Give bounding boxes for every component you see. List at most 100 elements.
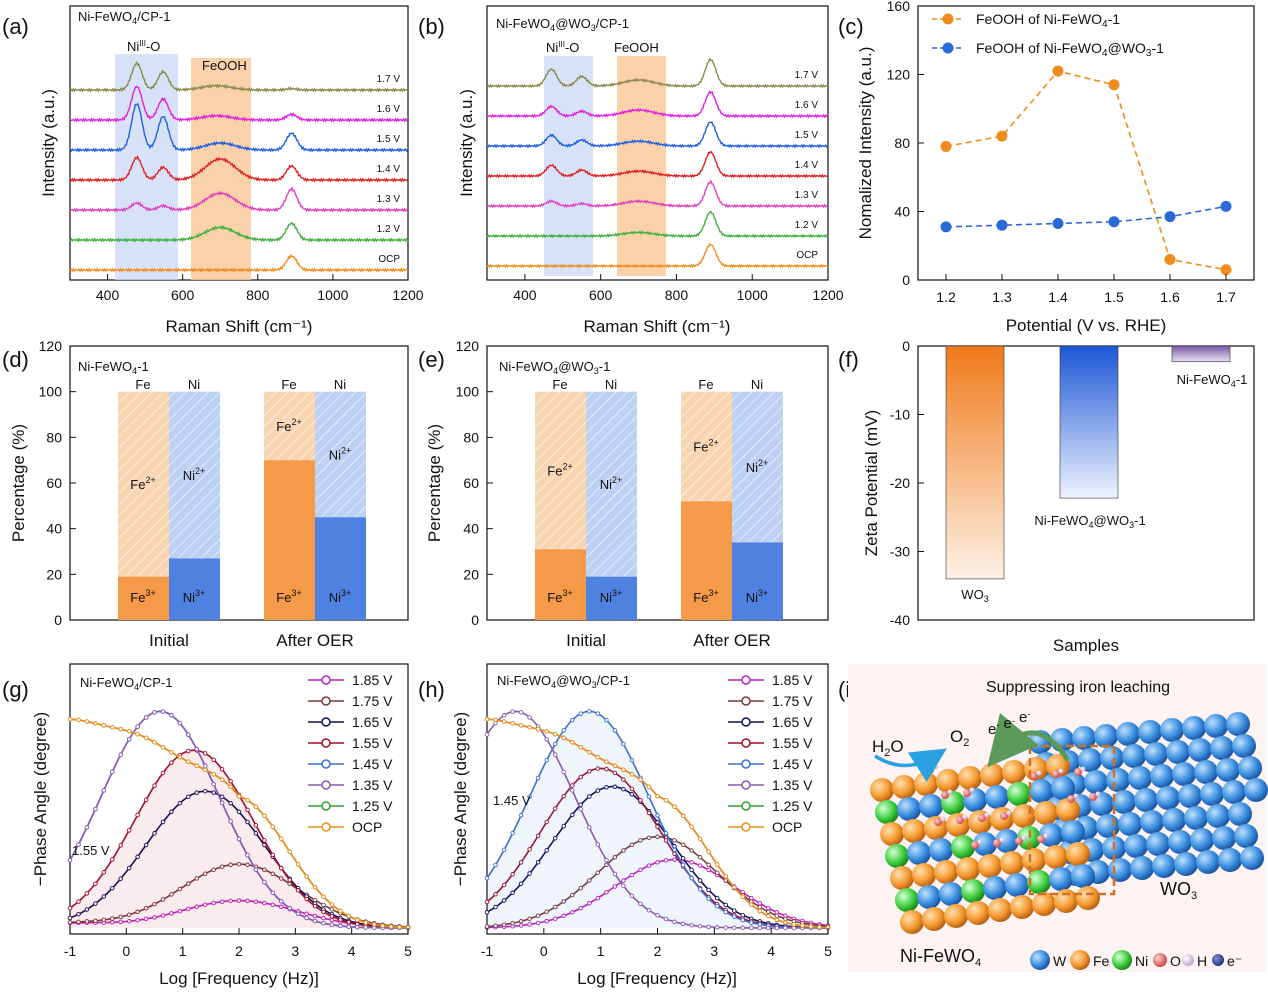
zeta-bar-1 <box>1059 345 1119 499</box>
bar-high-1 <box>169 391 220 559</box>
bode-marker <box>731 908 737 913</box>
legend-marker <box>741 759 751 769</box>
bode-marker <box>329 907 335 912</box>
bode-marker <box>93 918 98 924</box>
bode-marker <box>312 885 318 890</box>
x-tick-label: 1000 <box>737 287 768 303</box>
bode-marker <box>689 875 694 881</box>
bode-marker <box>84 891 90 896</box>
bode-marker <box>595 766 601 771</box>
bode-marker <box>706 867 711 873</box>
legend-marker <box>741 696 751 706</box>
legend-marker <box>741 675 751 685</box>
column-head-3: Ni <box>751 377 763 392</box>
atom-o <box>941 791 949 799</box>
bode-marker <box>587 769 592 774</box>
bode-marker <box>101 917 107 923</box>
bode-marker <box>194 763 200 769</box>
bode-marker <box>808 924 814 929</box>
bode-marker <box>561 823 566 829</box>
bode-marker <box>211 790 216 795</box>
bode-marker <box>621 848 626 853</box>
bode-shade <box>487 711 828 928</box>
bode-marker <box>101 788 107 793</box>
atom-w <box>1128 766 1152 790</box>
y-tick-c: 40 <box>894 204 910 220</box>
atom-mixed <box>973 832 997 856</box>
bode-marker <box>723 925 728 930</box>
raman-label-6: OCP <box>796 250 818 261</box>
point-c-0-4 <box>1164 253 1176 265</box>
atom-w <box>1162 808 1186 832</box>
x-tick-label: 400 <box>513 287 537 303</box>
column-head-2: Fe <box>281 377 296 392</box>
x-tick: -1 <box>481 943 494 959</box>
bode-marker <box>680 813 686 819</box>
y-tick-f: -10 <box>890 407 910 423</box>
bode-marker <box>587 750 592 755</box>
atom-mixed <box>902 819 926 843</box>
bode-marker <box>152 901 157 907</box>
bode-marker <box>561 735 566 741</box>
bode-marker <box>76 717 81 723</box>
point-c-0-5 <box>1220 264 1232 276</box>
bode-marker <box>527 725 532 730</box>
bode-marker <box>126 918 132 924</box>
bode-marker <box>253 823 259 828</box>
bode-marker <box>578 711 584 716</box>
raman-trace-1.7v <box>486 57 829 89</box>
atom-mixed <box>1012 804 1036 828</box>
bode-marker <box>321 920 326 926</box>
column-head-1: Ni <box>188 377 200 392</box>
bode-marker <box>621 777 626 782</box>
bode-marker <box>535 726 541 732</box>
bode-marker <box>766 909 771 914</box>
atom-mixed <box>897 797 921 821</box>
wo3-label: WO3 <box>1160 879 1197 902</box>
x-tick-label: 1200 <box>392 287 423 303</box>
bode-marker <box>680 856 686 861</box>
y-tick-c: 0 <box>902 272 910 288</box>
bode-marker <box>587 901 592 906</box>
bode-marker <box>270 902 276 908</box>
bode-marker <box>535 833 541 839</box>
electron-arrow <box>987 712 1071 768</box>
bar-high-0 <box>118 391 169 577</box>
bode-marker <box>219 766 225 772</box>
raman-label-4: 1.3 V <box>795 190 819 201</box>
atom-mixed <box>900 910 924 934</box>
bode-marker <box>510 872 515 877</box>
atom-mixed <box>880 822 904 846</box>
atom-mixed <box>995 829 1019 853</box>
bode-marker <box>143 715 149 720</box>
bode-marker <box>169 760 174 765</box>
atom-mixed <box>956 857 980 881</box>
panel-label-f: (f) <box>838 347 859 372</box>
y-axis-title-f: Zeta Potential (mV) <box>862 410 881 556</box>
bode-marker <box>570 892 575 898</box>
plot-e: FeFe2+Fe3+NiNi2+Ni3+FeFe2+Fe3+NiNi2+Ni3+… <box>456 338 783 650</box>
atom-w <box>1206 804 1230 828</box>
legend-entry: 1.35 V <box>352 777 393 793</box>
bode-marker <box>287 906 292 911</box>
panel-h-title: Ni-FeWO4@WO3/CP-1 <box>497 673 630 690</box>
bode-marker <box>194 904 200 909</box>
bode-marker <box>84 719 90 724</box>
bode-marker <box>363 920 368 925</box>
atom-w <box>1096 814 1120 838</box>
bode-marker <box>621 741 626 747</box>
raman-trace-1.7v <box>69 60 409 93</box>
atom-legend-label: Ni <box>1135 953 1148 969</box>
bode-marker <box>84 825 90 830</box>
panel-label-a: (a) <box>2 14 29 39</box>
atom-h <box>1058 768 1064 774</box>
x-axis-title-b: Raman Shift (cm⁻¹) <box>584 317 731 336</box>
atom-mixed <box>917 885 941 909</box>
atom-w <box>1078 748 1102 772</box>
legend-entry: OCP <box>772 819 802 835</box>
bode-marker <box>646 784 652 790</box>
bode-marker <box>638 797 643 803</box>
atom-mixed <box>1054 889 1078 913</box>
atom-w <box>1228 802 1252 826</box>
bode-marker <box>655 860 660 865</box>
